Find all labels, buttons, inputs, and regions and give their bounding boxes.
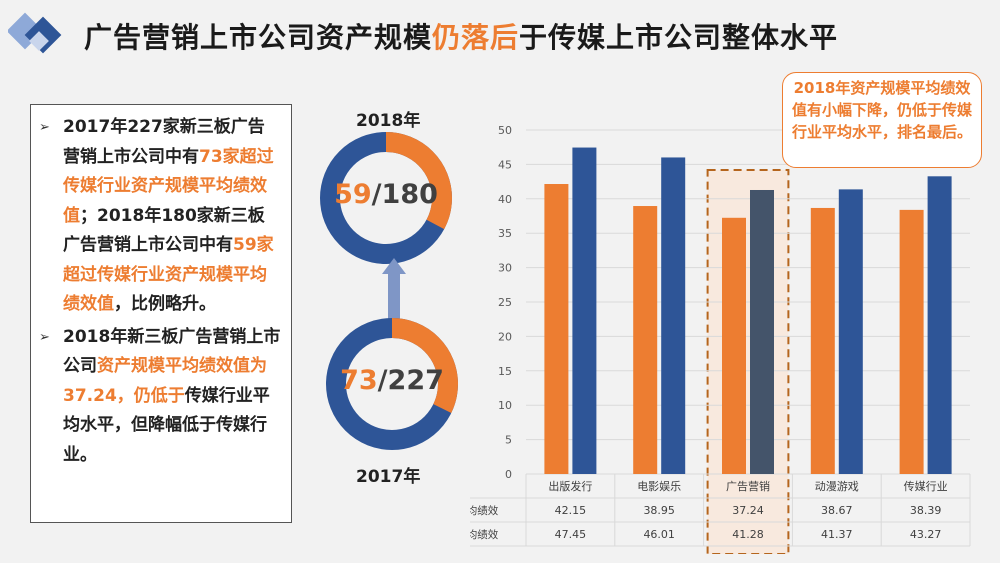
donut-2017-ratio: 73/227 <box>324 365 460 396</box>
arrow-bullet-icon: ➢ <box>39 120 50 135</box>
bar <box>722 217 746 474</box>
donut-2017-num: 73 <box>340 365 378 396</box>
bar <box>750 189 774 474</box>
y-tick-label: 25 <box>498 296 512 309</box>
bar <box>899 209 924 474</box>
donut-2017-arc <box>326 318 458 450</box>
y-tick-label: 50 <box>498 124 512 137</box>
table-value: 47.45 <box>555 528 587 541</box>
y-tick-label: 30 <box>498 262 512 275</box>
x-category-label: 电影娱乐 <box>637 479 681 493</box>
table-value: 37.24 <box>732 504 764 517</box>
donut-2017-den: /227 <box>377 365 444 396</box>
y-tick-label: 45 <box>498 158 512 171</box>
paragraph-1-run-1: 73家超过传媒行业资产规模平均绩效值 <box>63 146 274 226</box>
highlight-box <box>706 169 790 554</box>
donut-2018-ratio: 59/180 <box>318 179 454 210</box>
table-value: 38.67 <box>821 504 853 517</box>
table-value: 43.27 <box>910 528 942 541</box>
table-value: 38.39 <box>910 504 942 517</box>
table-value: 41.37 <box>821 528 853 541</box>
bar <box>838 189 863 474</box>
donut-2018 <box>320 132 452 264</box>
bar <box>810 207 835 474</box>
donut-2018-year-label: 2018年 <box>356 111 421 131</box>
y-tick-label: 5 <box>505 434 512 447</box>
legend-series-name: 2018年资产规模行业平均绩效 <box>470 504 499 517</box>
y-tick-label: 35 <box>498 227 512 240</box>
donut-2018-num: 59 <box>334 179 372 210</box>
up-arrow-shaft <box>388 272 400 322</box>
table-value: 38.95 <box>643 504 675 517</box>
donut-2017-year-label: 2017年 <box>356 467 421 487</box>
paragraph-1-run-3: 59家超过传媒行业资产规模平均绩效值 <box>63 235 274 314</box>
paragraph-1-text: 2017年227家新三板广告营销上市公司中有73家超过传媒行业资产规模平均绩效值… <box>63 117 274 314</box>
summary-paragraph-2018: ➢ 2018年新三板广告营销上市公司资产规模平均绩效值为37.24，仍低于传媒行… <box>37 323 281 471</box>
y-tick-label: 15 <box>498 365 512 378</box>
table-value: 42.15 <box>555 504 587 517</box>
x-category-label: 出版发行 <box>548 479 592 493</box>
paragraph-2-run-1: 资产规模平均绩效值为37.24，仍低于 <box>63 356 267 406</box>
y-tick-label: 20 <box>498 330 512 343</box>
title-part1: 广告营销上市公司资产规模 <box>84 21 433 54</box>
donut-2017 <box>326 318 458 450</box>
summary-paragraph-2017: ➢ 2017年227家新三板广告营销上市公司中有73家超过传媒行业资产规模平均绩… <box>37 113 281 320</box>
summary-textbox: ➢ 2017年227家新三板广告营销上市公司中有73家超过传媒行业资产规模平均绩… <box>30 104 292 523</box>
paragraph-2-run-2: 传媒行业平均水平，但降幅低于传媒行业。 <box>63 385 270 465</box>
up-arrow-icon <box>382 258 406 274</box>
bar <box>633 206 658 475</box>
bar <box>927 176 952 474</box>
paragraph-1-run-2: ；2018年180家新三板广告营销上市公司中有 <box>63 205 265 256</box>
x-category-label: 动漫游戏 <box>815 479 859 493</box>
bar <box>544 184 569 474</box>
donut-2018-arc <box>320 132 452 264</box>
y-tick-label: 10 <box>498 399 512 412</box>
table-value: 41.28 <box>732 528 764 541</box>
bar <box>661 157 686 474</box>
logo-diamonds <box>8 12 62 54</box>
arrow-bullet-icon: ➢ <box>39 329 50 345</box>
legend-series-name: 2017年资产规模行业平均绩效 <box>470 528 499 541</box>
callout-note: 2018年资产规模平均绩效值有小幅下降，仍低于传媒行业平均水平，排名最后。 <box>782 72 982 168</box>
title-highlight: 仍落后 <box>432 21 520 54</box>
y-tick-label: 0 <box>505 468 512 481</box>
paragraph-2-text: 2018年新三板广告营销上市公司资产规模平均绩效值为37.24，仍低于传媒行业平… <box>63 327 280 465</box>
y-tick-label: 40 <box>498 193 512 206</box>
paragraph-1-run-4: ，比例略升。 <box>114 294 216 314</box>
bar <box>572 147 597 474</box>
title-part2: 于传媒上市公司整体水平 <box>519 21 839 54</box>
x-category-label: 广告营销 <box>726 479 770 493</box>
paragraph-1-run-0: 2017年227家新三板广告营销上市公司中有 <box>63 117 265 167</box>
bar-chart: 0 5 10 15 20 25 30 35 40 45 50 出版发行 电影娱乐 广告营销 动漫游戏 传媒行业… <box>470 124 971 554</box>
table-value: 46.01 <box>643 528 675 541</box>
x-category-label: 传媒行业 <box>904 480 948 493</box>
paragraph-2-run-0: 2018年新三板广告营销上市公司 <box>63 326 281 377</box>
page-title: 广告营销上市公司资产规模仍落后于传媒上市公司整体水平 <box>84 16 838 56</box>
donut-2018-den: /180 <box>371 179 438 210</box>
